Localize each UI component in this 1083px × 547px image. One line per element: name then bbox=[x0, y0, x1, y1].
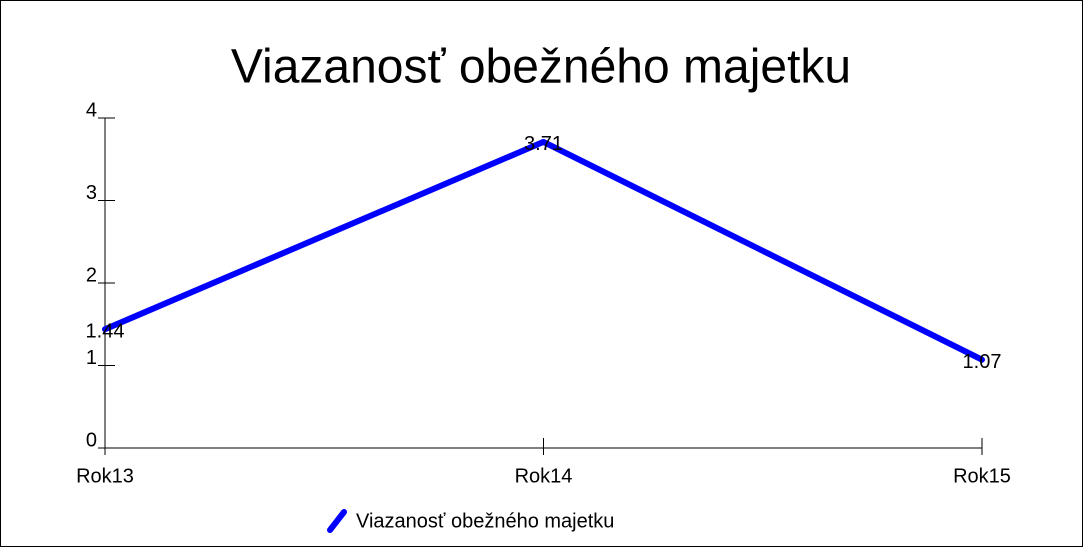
data-label: 3.71 bbox=[524, 133, 563, 155]
y-tick-label: 1 bbox=[86, 347, 97, 369]
x-tick-label: Rok14 bbox=[515, 465, 573, 487]
x-tick-label: Rok15 bbox=[953, 465, 1011, 487]
y-tick-label: 0 bbox=[86, 429, 97, 451]
legend-label: Viazanosť obežného majetku bbox=[356, 510, 614, 532]
x-tick-label: Rok13 bbox=[76, 465, 134, 487]
legend-swatch bbox=[327, 509, 347, 533]
y-tick-label: 4 bbox=[86, 99, 97, 121]
y-tick-label: 3 bbox=[86, 182, 97, 204]
data-line bbox=[102, 138, 985, 363]
chart-title: Viazanosť obežného majetku bbox=[231, 41, 851, 94]
y-tick-label: 2 bbox=[86, 264, 97, 286]
data-label: 1.44 bbox=[86, 320, 125, 342]
data-label: 1.07 bbox=[963, 351, 1002, 373]
